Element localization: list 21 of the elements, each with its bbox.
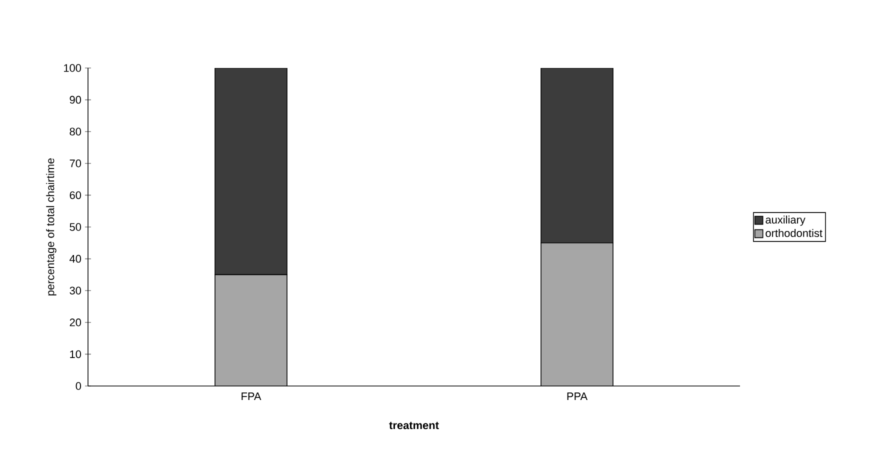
y-tick-label: 80: [70, 128, 82, 136]
x-tick-label: PPA: [567, 392, 588, 400]
y-tick-label: 20: [70, 318, 82, 326]
bar: [214, 68, 288, 276]
y-tick-label: 70: [70, 160, 82, 168]
legend-label: orthodontist: [766, 228, 822, 238]
bar: [215, 274, 288, 386]
y-tick-label: 90: [70, 96, 82, 104]
y-tick-label: 100: [64, 64, 82, 72]
x-tick-label: FPA: [242, 392, 262, 400]
legend-label: auxiliary: [766, 216, 806, 226]
y-tick-label: 40: [70, 254, 82, 263]
x-axis-title: treatment: [389, 422, 439, 430]
y-tick-label: 60: [70, 191, 82, 200]
y-tick-label: 0: [76, 382, 82, 390]
y-tick-label: 30: [70, 286, 82, 294]
bar: [540, 242, 614, 386]
bar: [540, 68, 614, 244]
y-axis-title: percentage of total chairtime: [46, 158, 56, 296]
y-tick-label: 50: [70, 223, 82, 231]
y-tick-label: 10: [70, 350, 82, 358]
